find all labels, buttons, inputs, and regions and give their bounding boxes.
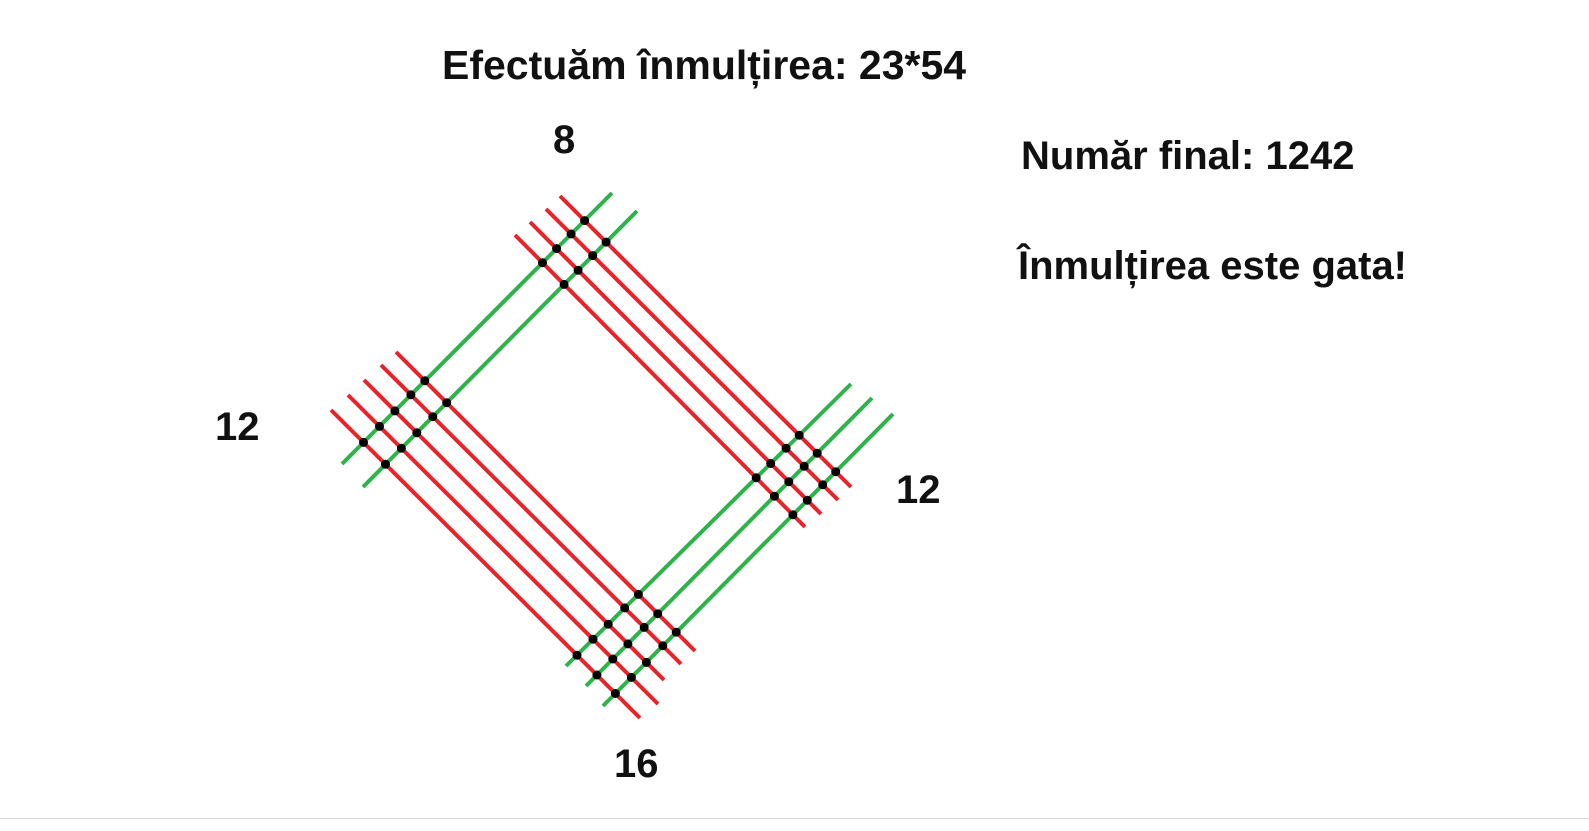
- intersection-dot: [573, 265, 583, 275]
- intersection-dot: [818, 480, 828, 490]
- red-line: [379, 363, 683, 666]
- intersection-dot: [788, 510, 798, 520]
- intersection-dot: [639, 622, 649, 632]
- intersection-dot: [381, 459, 390, 469]
- red-line: [394, 350, 697, 653]
- intersection-dot: [658, 641, 668, 651]
- final-number-label: Număr final: 1242: [1021, 134, 1355, 178]
- intersection-dot: [552, 244, 562, 254]
- green-line: [584, 396, 874, 688]
- intersection-dot: [592, 670, 602, 680]
- intersection-dot: [769, 491, 779, 501]
- intersection-dot: [671, 627, 681, 637]
- intersection-dot: [390, 406, 400, 416]
- intersection-dot: [751, 473, 761, 483]
- intersection-dot: [375, 421, 384, 431]
- intersection-dot: [781, 443, 791, 453]
- intersection-dot: [559, 279, 569, 289]
- intersection-dot: [396, 443, 406, 453]
- intersection-dot: [653, 609, 663, 619]
- intersection-dot: [608, 654, 618, 664]
- intersection-dot: [580, 216, 590, 226]
- intersection-dot: [412, 428, 422, 438]
- intersection-dot: [794, 430, 804, 440]
- red-line: [329, 408, 642, 720]
- done-message: Înmulțirea este gata!: [1018, 244, 1408, 288]
- intersection-dot: [623, 639, 633, 649]
- intersection-dot: [766, 459, 776, 468]
- red-line: [513, 233, 807, 529]
- intersection-dot: [812, 448, 822, 458]
- intersection-dot: [572, 650, 582, 660]
- intersection-dot: [442, 398, 452, 408]
- red-line: [362, 378, 666, 682]
- red-line: [528, 220, 823, 516]
- intersection-dot: [799, 461, 809, 471]
- intersection-dot: [641, 657, 651, 667]
- intersection-dot: [538, 258, 547, 268]
- intersection-dot: [566, 229, 576, 239]
- count-left: 12: [215, 405, 260, 449]
- page-divider: [0, 818, 1589, 819]
- intersection-dot: [633, 589, 643, 599]
- count-bottom: 16: [614, 742, 659, 786]
- intersection-dot: [420, 376, 430, 386]
- intersection-dot: [620, 603, 630, 613]
- intersection-dot: [831, 467, 841, 477]
- intersection-dot: [802, 495, 812, 505]
- green-line: [601, 412, 895, 708]
- count-right: 12: [896, 468, 941, 512]
- green-line: [564, 382, 853, 668]
- intersection-dots: [359, 216, 841, 698]
- intersection-dot: [588, 251, 598, 261]
- page-title: Efectuăm înmulțirea: 23*54: [442, 42, 967, 88]
- intersection-dot: [601, 237, 611, 247]
- intersection-dot: [588, 634, 598, 644]
- intersection-dot: [626, 672, 636, 682]
- count-top: 8: [553, 118, 576, 162]
- intersection-dot: [406, 390, 416, 400]
- intersection-dot: [610, 689, 620, 698]
- intersection-dot: [359, 437, 368, 447]
- factor-a-lines: [340, 191, 895, 708]
- intersection-dot: [603, 619, 613, 629]
- green-line: [340, 191, 614, 466]
- intersection-dot: [784, 477, 794, 487]
- intersection-dot: [428, 412, 438, 422]
